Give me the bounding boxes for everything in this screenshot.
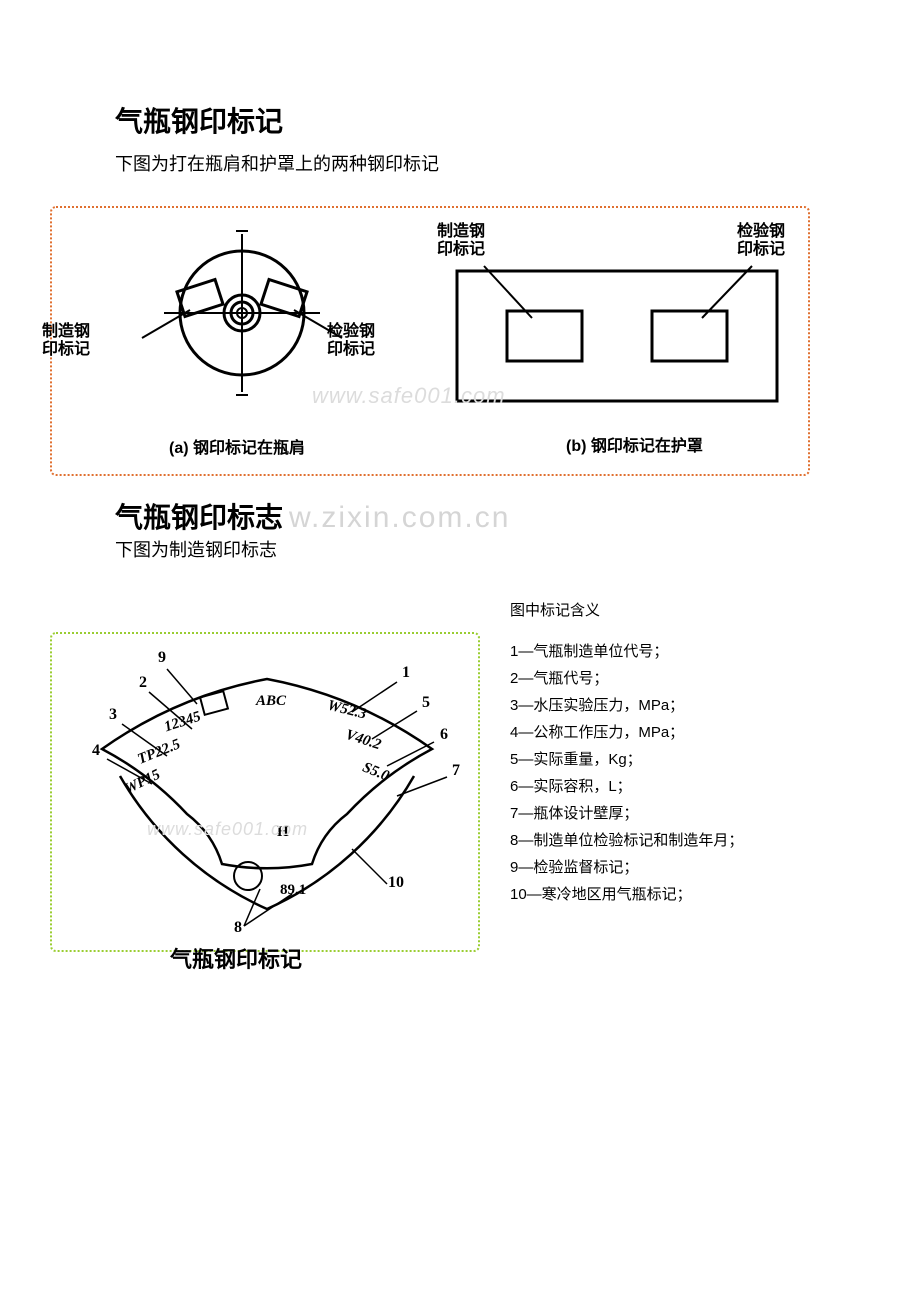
- fig1a: 制造钢印标记 检验钢印标记 (a) 钢印标记在瓶肩: [72, 228, 402, 458]
- legend-item: 4—公称工作压力，MPa；: [510, 719, 743, 746]
- watermark-zixin: w.zixin.com.cn: [289, 501, 510, 535]
- legend-item: 5—实际重量，Kg；: [510, 746, 743, 773]
- watermark-safe001-2: www.safe001.com: [147, 819, 308, 840]
- section2-title: 气瓶钢印标志: [115, 496, 283, 536]
- legend-item: 8—制造单位检验标记和制造年月；: [510, 827, 743, 854]
- legend-item: 1—气瓶制造单位代号；: [510, 638, 743, 665]
- figure2: 1 2 3 4 5 6 7 8 9 10 ABC W52.3 V40.2 S5.…: [50, 632, 480, 952]
- marker-8: 8: [234, 919, 242, 937]
- marker-5: 5: [422, 694, 430, 712]
- marker-1: 1: [402, 664, 410, 682]
- section1-sub: 下图为打在瓶肩和护罩上的两种钢印标记: [115, 150, 860, 176]
- legend-item: 2—气瓶代号；: [510, 665, 743, 692]
- fig1b-lbl-insp: 检验钢印标记: [737, 223, 785, 258]
- fig1a-lbl-mfg: 制造钢印标记: [42, 323, 90, 358]
- watermark-safe001-1: www.safe001.com: [312, 383, 506, 409]
- marker-7: 7: [452, 762, 460, 780]
- section2-sub: 下图为制造钢印标志: [115, 536, 860, 562]
- marker-4: 4: [92, 742, 100, 760]
- fig2-svg: [52, 634, 482, 954]
- section1-title: 气瓶钢印标记: [115, 100, 860, 140]
- legend-item: 7—瓶体设计壁厚；: [510, 800, 743, 827]
- legend: 图中标记含义 1—气瓶制造单位代号； 2—气瓶代号； 3—水压实验压力，MPa；…: [510, 597, 743, 908]
- fig1b-lbl-mfg: 制造钢印标记: [437, 223, 485, 258]
- val-date: 89.1: [280, 882, 306, 899]
- legend-item: 3—水压实验压力，MPa；: [510, 692, 743, 719]
- val-abc: ABC: [256, 693, 286, 710]
- fig1a-caption: (a) 钢印标记在瓶肩: [72, 434, 402, 458]
- marker-3: 3: [109, 706, 117, 724]
- marker-9: 9: [158, 649, 166, 667]
- marker-6: 6: [440, 726, 448, 744]
- legend-item: 6—实际容积，L；: [510, 773, 743, 800]
- fig1b-caption: (b) 钢印标记在护罩: [447, 432, 822, 456]
- marker-10: 10: [388, 874, 404, 892]
- marker-2: 2: [139, 674, 147, 692]
- legend-title: 图中标记含义: [510, 597, 743, 624]
- figure1: 制造钢印标记 检验钢印标记 (a) 钢印标记在瓶肩 制造钢印标记 检验钢印标记 …: [50, 206, 810, 476]
- legend-item: 10—寒冷地区用气瓶标记；: [510, 881, 743, 908]
- legend-item: 9—检验监督标记；: [510, 854, 743, 881]
- fig1a-lbl-insp: 检验钢印标记: [327, 323, 375, 358]
- bottom-title: 气瓶钢印标记: [170, 942, 860, 974]
- fig1b: 制造钢印标记 检验钢印标记 (b) 钢印标记在护罩: [422, 226, 797, 456]
